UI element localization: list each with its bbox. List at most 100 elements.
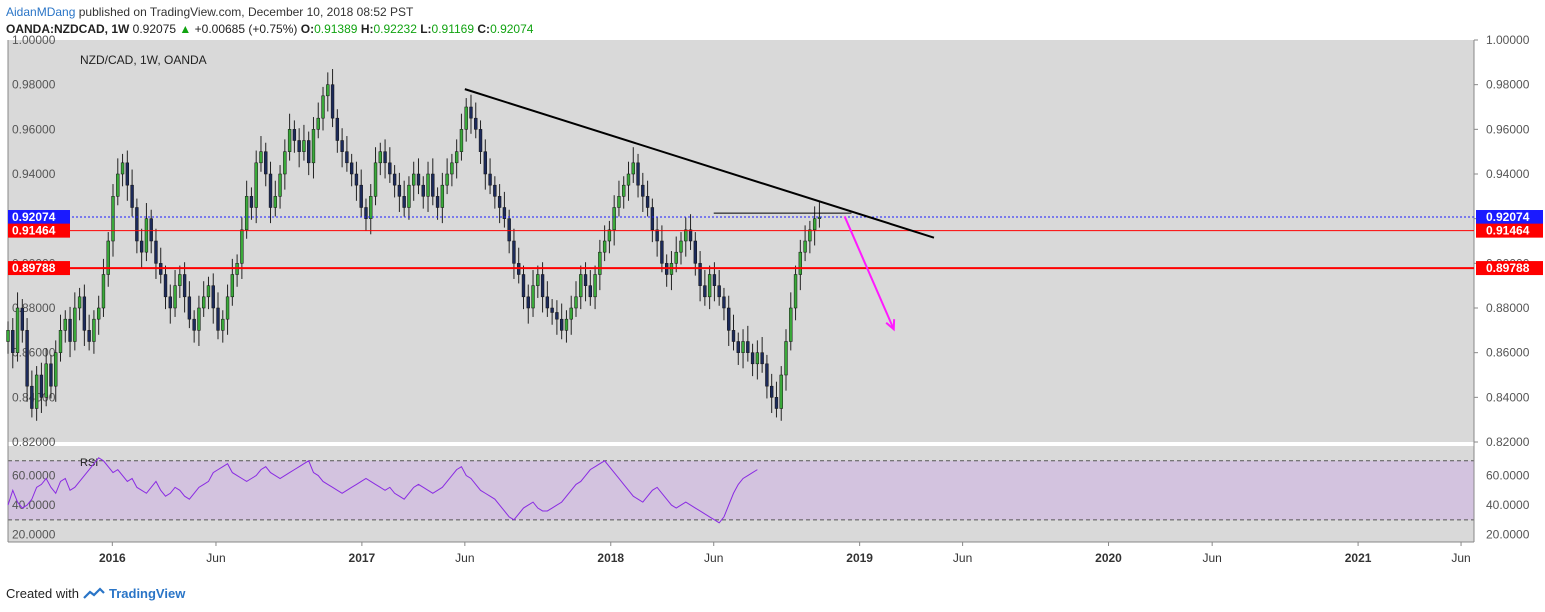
footer: Created with TradingView [6,586,185,601]
level-label-left-0: 0.92074 [12,210,56,224]
level-label-left-bg-0 [8,210,70,225]
price-tick-right-6: 0.88000 [1486,301,1530,315]
level-label-left-2: 0.89788 [12,261,56,275]
up-arrow-icon: ▲ [179,22,192,36]
time-tick-10: 2021 [1345,551,1372,565]
candle-body-51 [249,196,254,208]
candle-body-105 [507,218,511,242]
candle-body-77 [373,162,378,197]
candle-body-66 [321,95,325,119]
candle-body-23 [116,173,120,197]
candle-body-133 [641,184,645,197]
candle-body-5 [30,385,34,409]
candle-body-114 [550,307,554,313]
candle-body-3 [20,307,25,331]
author-link[interactable]: AidanMDang [6,5,76,19]
candle-body-106 [512,240,516,264]
candle-body-30 [149,218,153,242]
candle-body-47 [230,274,235,298]
candle-body-24 [120,162,125,175]
candle-body-74 [359,184,363,208]
price-tick-right-0: 1.00000 [1486,33,1530,47]
candle-body-161 [774,397,779,409]
candle-body-45 [221,318,225,331]
candle-body-43 [211,285,215,309]
candle-body-80 [388,162,392,175]
candle-body-93 [450,162,454,175]
candle-body-151 [727,307,731,331]
tradingview-brand[interactable]: TradingView [108,586,186,601]
candle-body-116 [559,318,564,331]
candle-body-137 [660,240,664,264]
level-label-right-2: 0.89788 [1486,261,1530,275]
candle-body-59 [287,129,292,152]
publish-info: published on TradingView.com, December 1… [78,5,414,19]
price-tick-left-2: 0.96000 [12,122,56,136]
candle-body-127 [612,207,616,231]
candle-body-169 [812,218,817,231]
candle-body-126 [607,229,612,242]
symbol: OANDA:NZDCAD, 1W [6,22,130,36]
candle-body-42 [206,285,211,298]
candle-body-36 [178,274,182,286]
candle-body-110 [531,285,535,309]
candle-body-165 [793,274,798,309]
time-tick-0: 2016 [99,551,126,565]
candle-body-53 [259,151,263,164]
candle-body-167 [803,240,807,253]
trendline [464,88,935,239]
candle-body-16 [82,296,87,331]
candle-body-4 [25,330,29,387]
candle-body-29 [144,218,149,253]
time-tick-2: 2017 [349,551,376,565]
candle-body-27 [135,207,139,242]
price-tick-right-2: 0.96000 [1486,122,1530,136]
price-tick-right-8: 0.84000 [1486,390,1530,404]
candle-body-38 [187,296,192,320]
candle-body-141 [679,240,683,253]
candle-body-11 [58,330,63,353]
candle-body-158 [760,352,764,365]
candle-body-150 [722,296,726,309]
candle-body-78 [378,151,382,164]
candle-body-94 [454,151,459,164]
candle-body-69 [335,117,340,141]
candle-body-15 [77,296,82,309]
candle-body-64 [311,129,316,164]
candle-body-120 [579,274,583,298]
candle-body-159 [765,363,769,387]
price-tick-left-1: 0.98000 [12,78,56,92]
candle-body-99 [478,129,483,152]
last-price: 0.92075 [132,22,177,36]
candle-body-2 [15,307,20,353]
candle-body-123 [593,274,597,298]
candle-body-40 [197,307,201,331]
price-change: +0.00685 (+0.75%) [194,22,298,36]
candle-body-81 [392,173,397,186]
price-tick-left-7: 0.86000 [12,346,56,360]
rsi-tick-right-0: 60.0000 [1486,469,1530,483]
candle-body-10 [54,352,58,387]
candle-body-122 [588,285,592,298]
candle-body-49 [240,229,244,264]
candle-body-157 [755,352,760,365]
candle-body-22 [111,196,115,242]
candle-body-162 [779,374,783,409]
candle-body-12 [63,318,67,331]
high-value: 0.92232 [373,22,417,36]
candle-body-61 [297,140,301,152]
candle-body-108 [521,274,526,298]
symbol-line: OANDA:NZDCAD, 1W 0.92075 ▲ +0.00685 (+0.… [6,22,533,36]
rsi-band [8,460,1474,520]
time-tick-3: Jun [455,551,474,565]
price-tick-left-0: 1.00000 [12,33,56,47]
level-label-left-1: 0.91464 [12,224,56,238]
open-value: 0.91389 [314,22,358,36]
candle-body-90 [435,196,440,208]
candle-body-46 [225,296,230,320]
candle-body-68 [330,84,335,119]
price-tick-left-8: 0.84000 [12,390,56,404]
open-label: O: [300,22,315,36]
candle-body-148 [712,274,717,286]
